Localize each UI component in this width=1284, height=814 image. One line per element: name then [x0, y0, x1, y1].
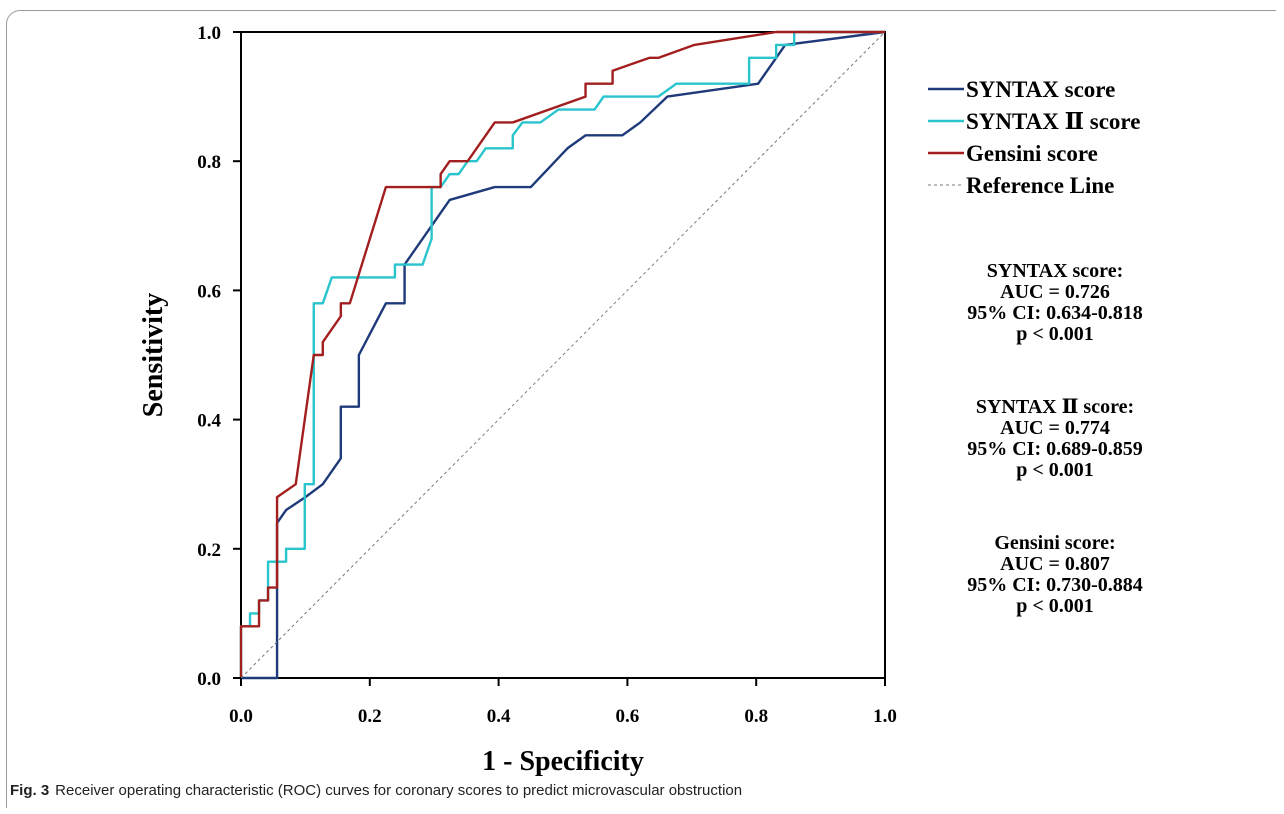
x-axis-label: 1 - Specificity	[482, 746, 644, 777]
annotation-line: 95% CI: 0.689-0.859	[967, 438, 1143, 460]
x-axis: 0.0 0.2 0.4 0.6 0.8 1.0	[229, 678, 897, 727]
x-tick-label: 0.0	[229, 706, 253, 727]
legend-label: Gensini score	[966, 141, 1098, 166]
caption-label: Fig. 3	[10, 782, 50, 799]
annotation-line: p < 0.001	[1016, 459, 1094, 481]
series-line-3	[240, 31, 886, 679]
x-tick-label: 0.8	[744, 706, 768, 727]
series-line-1	[239, 30, 885, 678]
roc-chart: 0.0 0.2 0.4 0.6 0.8 1.0 0.0 0.2 0.4 0.6 0.8 1.0 1 …	[138, 23, 1143, 777]
x-tick-label: 0.4	[487, 706, 511, 727]
annotation-line: 95% CI: 0.634-0.818	[967, 302, 1143, 324]
series-line-2	[239, 30, 885, 678]
legend: SYNTAX score SYNTAX Ⅱ score Gensini score R…	[928, 77, 1140, 198]
x-tick-label: 0.2	[358, 706, 382, 727]
y-axis: 0.0 0.2 0.4 0.6 0.8 1.0	[197, 23, 241, 690]
figure-caption: Fig. 3 Receiver operating characteristic …	[10, 782, 1270, 799]
annotation-line: Gensini score:	[994, 532, 1115, 554]
annotation-line: AUC = 0.807	[1000, 553, 1110, 575]
plot-area	[239, 30, 886, 680]
y-tick-label: 0.4	[197, 411, 221, 432]
plot-border	[240, 31, 886, 679]
legend-label: SYNTAX Ⅱ score	[966, 109, 1140, 134]
annotation-line: AUC = 0.726	[1000, 281, 1110, 303]
y-tick-label: 1.0	[197, 23, 221, 44]
y-tick-label: 0.2	[197, 540, 221, 561]
x-tick-label: 0.6	[616, 706, 640, 727]
caption-text: Receiver operating characteristic (ROC) …	[55, 782, 743, 799]
annotation-line: SYNTAX score:	[987, 260, 1123, 282]
annotation-line: p < 0.001	[1016, 595, 1094, 617]
y-tick-label: 0.6	[197, 281, 221, 302]
y-tick-label: 0.8	[197, 152, 221, 173]
legend-label: Reference Line	[966, 173, 1114, 198]
annotation-line: AUC = 0.774	[1000, 417, 1110, 439]
legend-label: SYNTAX score	[966, 77, 1115, 102]
y-axis-label: Sensitivity	[138, 293, 169, 417]
y-tick-label: 0.0	[197, 669, 221, 690]
annotation-line: p < 0.001	[1016, 323, 1094, 345]
annotation-line: 95% CI: 0.730-0.884	[967, 574, 1143, 596]
x-tick-label: 1.0	[873, 706, 897, 727]
figure-frame	[6, 10, 1276, 808]
annotation-line: SYNTAX Ⅱ score:	[976, 396, 1134, 418]
